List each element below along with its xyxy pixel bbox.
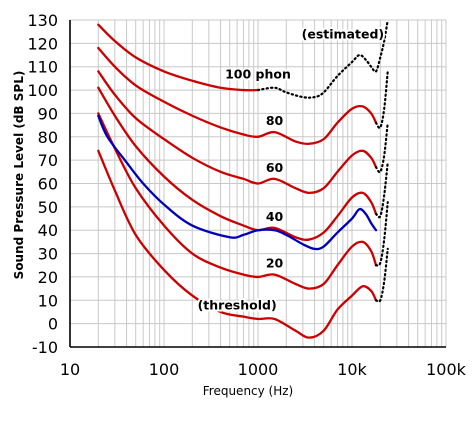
annotation-label: 40: [266, 209, 284, 224]
x-tick-label: 10k: [337, 360, 367, 379]
y-tick-label: 130: [27, 11, 58, 30]
y-tick-label: 90: [38, 104, 58, 123]
y-tick-label: 50: [38, 198, 58, 217]
x-tick-labels: 10 100 1000 10k 100k: [60, 360, 467, 379]
estimated-curve-0: [256, 18, 389, 99]
annotation-halo: (threshold): [198, 298, 277, 313]
annotation-label: 60: [266, 160, 284, 175]
y-tick-label: 120: [27, 34, 58, 53]
y-tick-label: 30: [38, 245, 58, 264]
y-tick-label: 0: [48, 315, 58, 334]
annotation-halo: 100 phon: [225, 66, 291, 81]
y-tick-label: 100: [27, 81, 58, 100]
annotation-halo: (estimated): [302, 27, 384, 42]
annotation-label: (estimated): [302, 27, 384, 42]
estimated-curve-3: [374, 161, 389, 219]
estimated-curve-2: [374, 121, 389, 174]
estimated-curve-4: [374, 201, 389, 267]
y-tick-label: 70: [38, 151, 58, 170]
iso-curve-3: [97, 70, 378, 194]
y-tick-label: 20: [38, 268, 58, 287]
annotation-label: 20: [266, 256, 284, 271]
annotation-halo: 60: [266, 160, 284, 175]
annotation-label: 100 phon: [225, 66, 291, 81]
estimated-curve-5: [374, 247, 389, 303]
iso-curve-1: [97, 112, 378, 290]
iso-curve-2: [97, 86, 378, 241]
annotation-label: 80: [266, 113, 284, 128]
y-tick-label: 110: [27, 58, 58, 77]
x-tick-label: 100k: [426, 360, 467, 379]
curves: [97, 23, 378, 339]
axes: [69, 20, 446, 348]
iso-curve-0: [97, 149, 378, 339]
y-axis-title: Sound Pressure Level (dB SPL): [12, 71, 26, 280]
x-tick-label: 10: [60, 360, 80, 379]
estimated-curves: [256, 18, 389, 303]
y-tick-label: -10: [32, 338, 58, 357]
annotation-label: (threshold): [198, 298, 277, 313]
iso-curve-blue: [97, 114, 378, 251]
y-tick-label: 40: [38, 221, 58, 240]
annotation-halo: 40: [266, 209, 284, 224]
x-tick-label: 100: [149, 360, 180, 379]
y-tick-label: 60: [38, 175, 58, 194]
annotation-halo: 20: [266, 256, 284, 271]
estimated-curve-1: [374, 70, 389, 130]
iso-curve-5: [97, 23, 260, 92]
annotation-halo: 80: [266, 113, 284, 128]
x-axis-title: Frequency (Hz): [203, 384, 294, 398]
y-tick-label: 10: [38, 291, 58, 310]
iso-curve-4: [97, 46, 378, 146]
y-tick-label: 80: [38, 128, 58, 147]
x-tick-label: 1000: [238, 360, 279, 379]
